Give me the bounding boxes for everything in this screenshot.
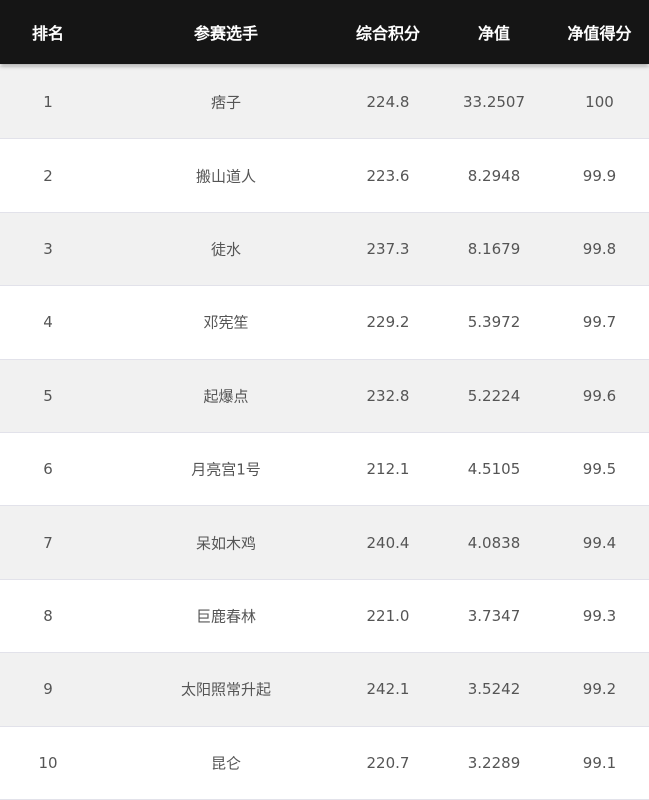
cell-player: 昆仑 — [210, 754, 241, 773]
cell-net-value-score: 99.9 — [582, 166, 617, 185]
header-net-value[interactable]: 净值 — [477, 24, 510, 43]
cell-player: 太阳照常升起 — [180, 680, 271, 699]
cell-total-score: 240.4 — [366, 533, 410, 552]
table-row[interactable]: 2 搬山道人 223.6 8.2948 99.9 — [0, 139, 649, 213]
cell-player: 搬山道人 — [195, 167, 256, 186]
cell-rank: 10 — [38, 753, 58, 772]
cell-net-value: 8.2948 — [467, 166, 521, 185]
cell-net-value-score: 99.2 — [582, 680, 617, 699]
cell-net-value: 3.5242 — [467, 680, 521, 699]
table-header: 排名 参赛选手 综合积分 净值 净值得分 — [0, 0, 649, 64]
cell-net-value-score: 99.7 — [582, 313, 617, 332]
cell-rank: 2 — [43, 166, 53, 185]
header-rank[interactable]: 排名 — [31, 24, 64, 43]
table-row[interactable]: 8 巨鹿春林 221.0 3.7347 99.3 — [0, 579, 649, 654]
cell-rank: 9 — [43, 680, 53, 699]
header-net-value-score[interactable]: 净值得分 — [567, 24, 632, 43]
cell-net-value: 33.2507 — [462, 93, 526, 112]
cell-total-score: 224.8 — [366, 93, 410, 112]
cell-net-value-score: 100 — [585, 93, 614, 112]
cell-rank: 6 — [43, 460, 53, 479]
cell-net-value-score: 99.4 — [582, 533, 617, 552]
cell-player: 呆如木鸡 — [195, 534, 256, 553]
cell-net-value: 3.2289 — [467, 753, 521, 772]
cell-net-value-score: 99.1 — [582, 753, 617, 772]
cell-player: 巨鹿春林 — [195, 607, 256, 626]
cell-net-value: 5.3972 — [467, 313, 521, 332]
table-row[interactable]: 6 月亮宫1号 212.1 4.5105 99.5 — [0, 432, 649, 507]
cell-net-value-score: 99.8 — [582, 239, 617, 258]
cell-total-score: 220.7 — [366, 753, 410, 772]
table-row[interactable]: 7 呆如木鸡 240.4 4.0838 99.4 — [0, 506, 649, 580]
table-row[interactable]: 5 起爆点 232.8 5.2224 99.6 — [0, 359, 649, 433]
header-player[interactable]: 参赛选手 — [193, 24, 258, 43]
cell-rank: 3 — [43, 239, 53, 258]
cell-net-value: 5.2224 — [467, 386, 521, 405]
cell-total-score: 221.0 — [366, 606, 410, 625]
table-row[interactable]: 3 徒水 237.3 8.1679 99.8 — [0, 212, 649, 287]
cell-rank: 5 — [43, 386, 53, 405]
cell-rank: 7 — [43, 533, 53, 552]
table-row[interactable]: 1 痞子 224.8 33.2507 100 — [0, 66, 649, 140]
cell-rank: 8 — [43, 606, 53, 625]
cell-total-score: 223.6 — [366, 166, 410, 185]
cell-net-value-score: 99.6 — [582, 386, 617, 405]
cell-player: 邓宪笙 — [203, 313, 249, 332]
cell-net-value: 8.1679 — [467, 239, 521, 258]
cell-net-value-score: 99.5 — [582, 460, 617, 479]
cell-player: 月亮宫1号 — [191, 460, 261, 479]
cell-total-score: 242.1 — [366, 680, 410, 699]
cell-total-score: 232.8 — [366, 386, 410, 405]
cell-player: 徒水 — [210, 240, 241, 259]
cell-net-value: 3.7347 — [467, 606, 521, 625]
cell-player: 起爆点 — [203, 387, 249, 406]
table-row[interactable]: 10 昆仑 220.7 3.2289 99.1 — [0, 726, 649, 800]
cell-total-score: 229.2 — [366, 313, 410, 332]
cell-total-score: 212.1 — [366, 460, 410, 479]
cell-player: 痞子 — [210, 93, 241, 112]
cell-net-value: 4.5105 — [467, 460, 521, 479]
header-total-score[interactable]: 综合积分 — [355, 24, 420, 43]
table-row[interactable]: 4 邓宪笙 229.2 5.3972 99.7 — [0, 286, 649, 360]
table-row[interactable]: 9 太阳照常升起 242.1 3.5242 99.2 — [0, 653, 649, 727]
table-body: 1 痞子 224.8 33.2507 100 2 搬山道人 223.6 8.2948 99.9 3 徒… — [0, 66, 649, 800]
cell-rank: 1 — [43, 93, 53, 112]
cell-total-score: 237.3 — [366, 239, 410, 258]
cell-net-value-score: 99.3 — [582, 606, 617, 625]
cell-net-value: 4.0838 — [467, 533, 521, 552]
cell-rank: 4 — [43, 313, 53, 332]
